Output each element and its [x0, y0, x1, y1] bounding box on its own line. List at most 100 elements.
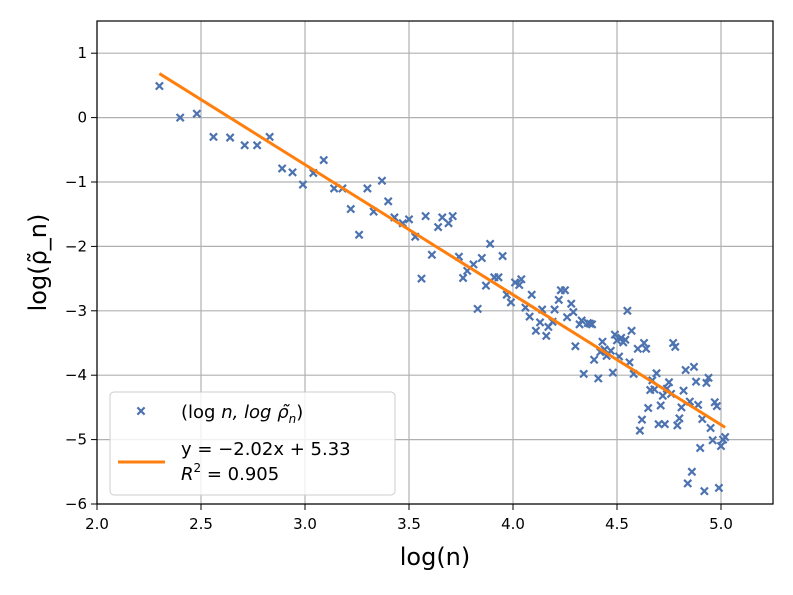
- scatter-point: [633, 344, 643, 354]
- scatter-point: [620, 335, 630, 345]
- x-tick-label: 2.0: [85, 515, 109, 533]
- scatter-point: [639, 338, 649, 348]
- scatter-point: [437, 213, 447, 222]
- scatter-point: [448, 211, 458, 221]
- scatter-point: [354, 230, 364, 240]
- scatter-point: [641, 344, 651, 354]
- scatter-point: [712, 401, 722, 411]
- axis-ticks: 2.0 2.5 3.0 3.5 4.0 4.5 5.0 1 0 −1 −2 −3 −4 −5 −6: [65, 44, 733, 533]
- scatter-point: [421, 211, 431, 221]
- scatter-point: [579, 369, 589, 379]
- scatter-point: [404, 214, 414, 224]
- scatter-point: [560, 285, 570, 295]
- scatter-point: [643, 403, 653, 413]
- scatter-point: [277, 164, 287, 173]
- y-tick-label: −4: [65, 366, 87, 384]
- scatter-point: [627, 326, 636, 336]
- y-tick-label: −5: [65, 431, 87, 449]
- scatter-point: [702, 378, 711, 388]
- scatter-point: [699, 486, 709, 496]
- scatter-point: [535, 318, 545, 327]
- scatter-point: [377, 176, 387, 186]
- scatter-point: [566, 299, 576, 309]
- scatter-point: [473, 304, 483, 314]
- y-tick-label: −1: [65, 173, 87, 191]
- scatter-point: [593, 374, 603, 383]
- x-axis-title: log(n): [400, 543, 471, 571]
- scatter-point: [433, 222, 443, 232]
- scatter-point: [514, 280, 524, 290]
- y-tick-label: −2: [65, 237, 87, 255]
- x-tick-label: 5.0: [709, 515, 733, 533]
- scatter-point: [675, 413, 684, 423]
- x-axis-title-text: log(n): [400, 543, 471, 571]
- scatter-point: [660, 419, 670, 429]
- scatter-point: [650, 384, 659, 394]
- scatter-point: [589, 355, 599, 365]
- scatter-point: [695, 443, 705, 453]
- scatter-point: [485, 239, 495, 249]
- scatter-point: [516, 274, 526, 284]
- plot-data: [155, 72, 730, 496]
- regression-line: [158, 72, 726, 429]
- y-tick-label: −3: [65, 302, 87, 320]
- scatter-point: [714, 483, 724, 493]
- scatter-point: [510, 278, 520, 287]
- scatter-point: [417, 274, 426, 283]
- y-tick-label: 1: [77, 44, 87, 62]
- scatter-point: [658, 391, 668, 401]
- scatter-point: [720, 432, 730, 442]
- x-tick-label: 4.5: [605, 515, 629, 533]
- scatter-point: [706, 423, 715, 433]
- scatter-point: [683, 479, 693, 488]
- scatter-point: [527, 290, 537, 300]
- scatter-point: [363, 184, 372, 193]
- legend-fit-equation: y = −2.02x + 5.33: [181, 439, 351, 460]
- scatter-point: [577, 316, 587, 325]
- scatter-point: [531, 326, 541, 336]
- scatter-point: [681, 365, 691, 375]
- scatter-point: [664, 377, 674, 387]
- scatter-point: [587, 319, 597, 329]
- scatter-point: [635, 426, 645, 435]
- scatter-point: [716, 441, 726, 451]
- scatter-point: [656, 401, 666, 410]
- scatter-point: [427, 250, 437, 260]
- x-tick-label: 3.0: [293, 515, 317, 533]
- scatter-point: [571, 341, 580, 351]
- scatter-point: [209, 132, 218, 142]
- scatter-point: [477, 253, 487, 263]
- scatter-point: [652, 368, 661, 378]
- scatter-point: [346, 204, 356, 214]
- y-tick-label: 0: [77, 109, 87, 127]
- scatter-point: [225, 133, 235, 142]
- scatter-point: [610, 330, 620, 340]
- scatter-point: [704, 373, 713, 383]
- scatter-point: [672, 421, 682, 430]
- scatter-point: [708, 435, 718, 445]
- scatter-point: [498, 251, 507, 261]
- scatter-point: [192, 109, 202, 119]
- y-axis-title: log(ρ̃_n): [24, 214, 52, 312]
- scatter-point: [689, 362, 699, 372]
- scatter-point: [679, 386, 688, 396]
- legend-fit-r2: R2 = 0.905: [181, 461, 279, 485]
- scatter-point: [637, 415, 647, 425]
- y-tick-label: −6: [65, 495, 87, 513]
- legend-scatter-glyph: [136, 406, 146, 416]
- scatter-point: [481, 281, 491, 291]
- scatter-point: [598, 337, 607, 347]
- scatter-point: [175, 113, 185, 122]
- x-tick-label: 3.5: [397, 515, 421, 533]
- scatter-point: [550, 305, 559, 314]
- scatter-point: [155, 81, 164, 91]
- x-tick-label: 4.0: [501, 515, 525, 533]
- scatter-point: [298, 180, 308, 189]
- scatter-point: [383, 196, 393, 206]
- scatter-point: [670, 342, 680, 352]
- scatter-point: [525, 312, 535, 321]
- x-tick-label: 2.5: [189, 515, 213, 533]
- scatter-point: [697, 414, 707, 424]
- y-axis-title-text: log(ρ̃_n): [24, 214, 52, 312]
- scatter-point: [687, 467, 697, 477]
